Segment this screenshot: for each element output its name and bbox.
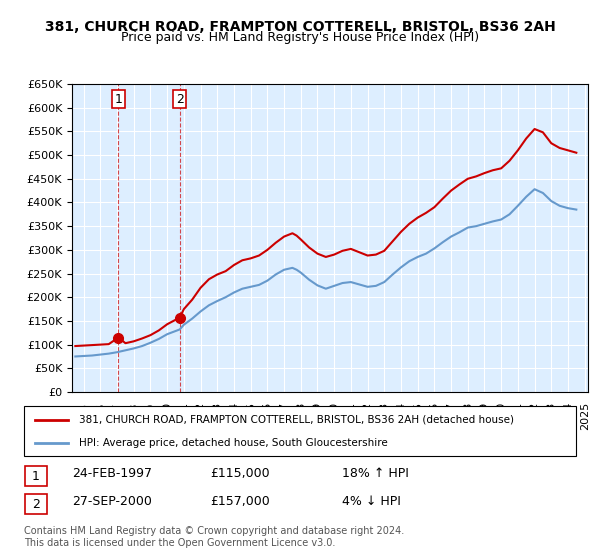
Text: £157,000: £157,000 (210, 494, 270, 508)
Text: 27-SEP-2000: 27-SEP-2000 (72, 494, 152, 508)
FancyBboxPatch shape (25, 494, 47, 514)
Text: 381, CHURCH ROAD, FRAMPTON COTTERELL, BRISTOL, BS36 2AH (detached house): 381, CHURCH ROAD, FRAMPTON COTTERELL, BR… (79, 414, 514, 424)
FancyBboxPatch shape (25, 466, 47, 486)
Text: 24-FEB-1997: 24-FEB-1997 (72, 466, 152, 480)
Text: 4% ↓ HPI: 4% ↓ HPI (342, 494, 401, 508)
Text: Price paid vs. HM Land Registry's House Price Index (HPI): Price paid vs. HM Land Registry's House … (121, 31, 479, 44)
Text: Contains HM Land Registry data © Crown copyright and database right 2024.
This d: Contains HM Land Registry data © Crown c… (24, 526, 404, 548)
Text: 18% ↑ HPI: 18% ↑ HPI (342, 466, 409, 480)
Text: 381, CHURCH ROAD, FRAMPTON COTTERELL, BRISTOL, BS36 2AH: 381, CHURCH ROAD, FRAMPTON COTTERELL, BR… (44, 20, 556, 34)
Text: 1: 1 (115, 93, 122, 106)
Text: £115,000: £115,000 (210, 466, 269, 480)
Text: HPI: Average price, detached house, South Gloucestershire: HPI: Average price, detached house, Sout… (79, 438, 388, 448)
Text: 2: 2 (32, 497, 40, 511)
FancyBboxPatch shape (24, 406, 576, 456)
Text: 2: 2 (176, 93, 184, 106)
Text: 1: 1 (32, 469, 40, 483)
